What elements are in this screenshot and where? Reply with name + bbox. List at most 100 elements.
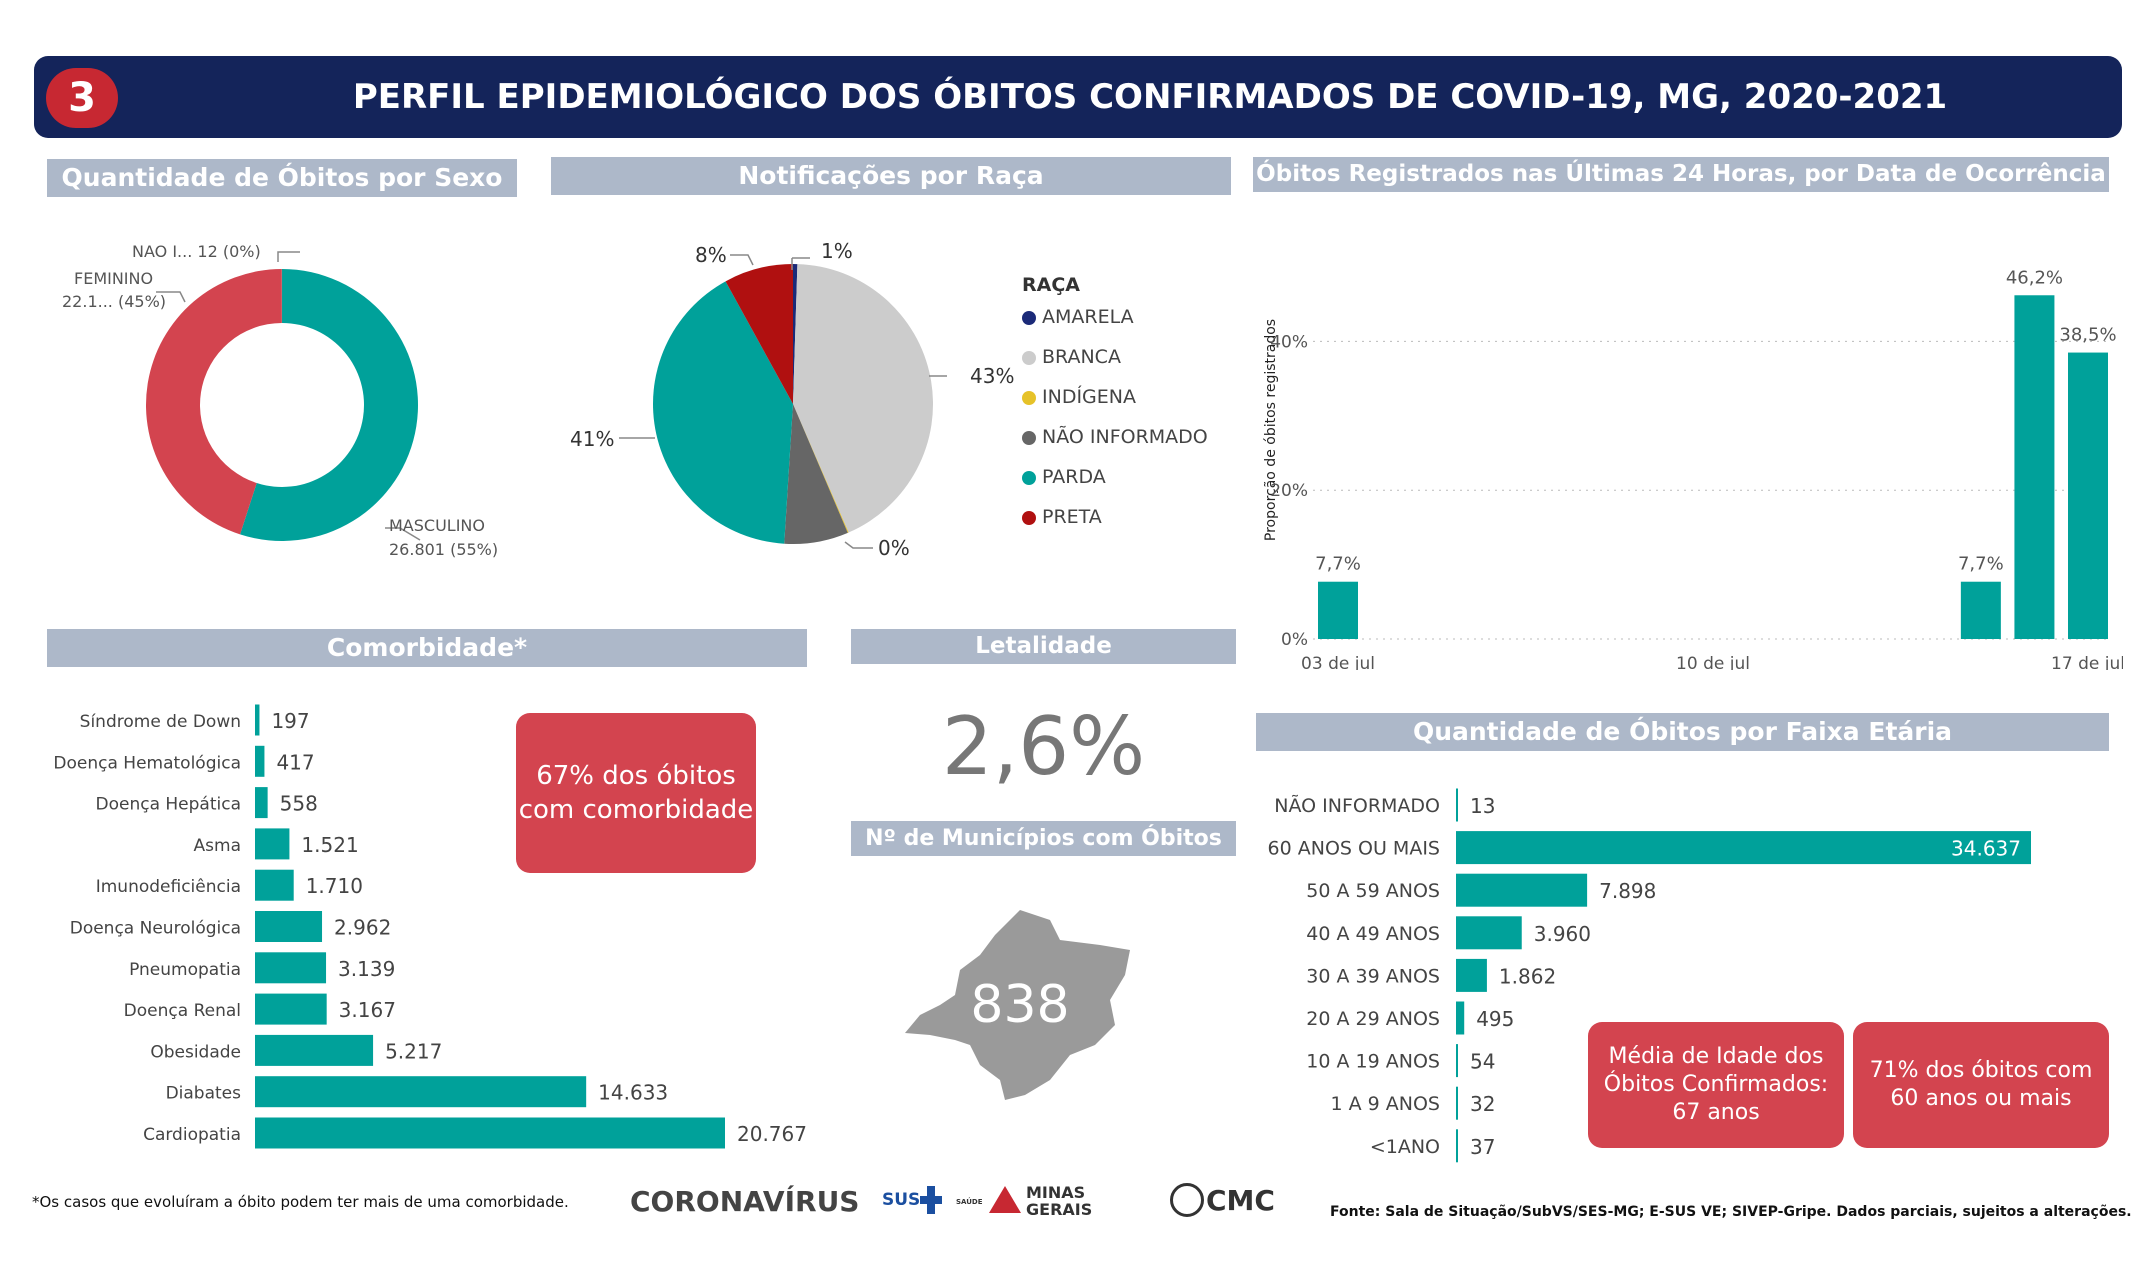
legend-item-raca: INDÍGENA — [1022, 386, 1208, 426]
legend-swatch — [1022, 310, 1036, 325]
bar-value-label: 2.962 — [334, 916, 391, 940]
bar — [1318, 581, 1358, 639]
category-label: Cardiopatia — [143, 1125, 241, 1145]
legend-label: BRANCA — [1042, 346, 1121, 368]
category-label: Doença Renal — [124, 1001, 241, 1021]
donut-slice-feminino — [145, 269, 282, 535]
legend-label: PRETA — [1042, 506, 1102, 528]
bar-value-label: 7.898 — [1599, 879, 1656, 903]
bar-value-label: 46,2% — [2006, 267, 2063, 288]
pie-slice-1 — [793, 264, 934, 533]
bar — [255, 828, 290, 860]
bar-value-label: 54 — [1470, 1050, 1495, 1074]
category-label: Síndrome de Down — [80, 712, 241, 732]
section-title-comorbidade: Comorbidade* — [47, 629, 807, 667]
bar — [255, 787, 268, 819]
section-title-municipios: Nº de Municípios com Óbitos — [851, 821, 1236, 856]
bar-value-label: 3.960 — [1534, 922, 1591, 946]
pie-label-indigena: 0% — [878, 536, 910, 560]
bar — [255, 1076, 587, 1108]
category-label: 20 A 29 ANOS — [1306, 1008, 1440, 1030]
category-label: NÃO INFORMADO — [1274, 794, 1440, 817]
bar-value-label: 20.767 — [737, 1122, 807, 1146]
footnote: *Os casos que evoluíram a óbito podem te… — [32, 1193, 569, 1211]
pie-label-preta: 8% — [695, 243, 727, 267]
source-note: Fonte: Sala de Situação/SubVS/SES-MG; E-… — [1330, 1204, 2132, 1220]
category-label: Asma — [194, 836, 241, 856]
page-title: PERFIL EPIDEMIOLÓGICO DOS ÓBITOS CONFIRM… — [352, 77, 1948, 117]
legend-item-raca: BRANCA — [1022, 346, 1208, 386]
bar-value-label: 3.139 — [338, 957, 395, 981]
bar — [2014, 295, 2055, 639]
category-label: Doença Neurológica — [70, 919, 241, 939]
pie-slice-3 — [784, 404, 848, 544]
bar-value-label: 14.633 — [598, 1081, 668, 1105]
legend-title-raca: RAÇA — [1022, 274, 1080, 296]
bar-value-label: 13 — [1470, 794, 1495, 818]
logo-sus: SUS — [882, 1190, 921, 1210]
bar-value-label: 1.710 — [306, 874, 363, 898]
label-feminino-value: 22.1... (45%) — [62, 292, 166, 311]
legend-swatch — [1022, 470, 1036, 485]
label-feminino-name: FEMININO — [74, 269, 153, 288]
bar-value-label: 3.167 — [339, 998, 396, 1022]
category-label: Doença Hematológica — [53, 753, 241, 773]
chart-sexo: NAO I... 12 (0%) FEMININO 22.1... (45%) … — [62, 242, 498, 559]
bar-value-label: 32 — [1470, 1092, 1495, 1116]
minas-gerais-map-icon — [905, 910, 1130, 1100]
bar — [255, 911, 323, 942]
sus-cross-icon — [920, 1186, 942, 1214]
bar-value-label: 1.862 — [1499, 964, 1556, 988]
bar — [1456, 788, 1458, 822]
pie-slice-4 — [653, 281, 793, 544]
bar — [1456, 873, 1588, 907]
bar — [1960, 581, 2001, 639]
section-title-letalidade: Letalidade — [851, 629, 1236, 664]
legend-label: NÃO INFORMADO — [1042, 426, 1208, 448]
chart-faixa-etaria: NÃO INFORMADO 13 60 ANOS OU MAIS 34.637 50 A… — [1268, 788, 2031, 1163]
bar — [1456, 1001, 1465, 1035]
chart-ultimas24: Proporção de óbitos registrados 0% 20% 40%… — [1263, 267, 2123, 670]
pie-slice-2 — [793, 404, 849, 533]
pie-slice-5 — [725, 264, 793, 404]
legend-item-raca: PARDA — [1022, 466, 1208, 506]
logo-coronavirus-text: CORONAVÍRUS — [630, 1185, 860, 1218]
bar-value-label: 417 — [276, 750, 314, 774]
leader-line-preta — [730, 254, 754, 266]
legend-item-raca: PRETA — [1022, 506, 1208, 546]
section-title-ultimas24: Óbitos Registrados nas Últimas 24 Horas,… — [1253, 157, 2109, 192]
bar — [2068, 352, 2108, 639]
category-label: Imunodeficiência — [96, 877, 241, 897]
category-label: Pneumopatia — [129, 960, 241, 980]
bar — [1456, 1044, 1458, 1078]
bar — [255, 869, 294, 901]
label-masculino-name: MASCULINO — [389, 516, 485, 535]
bar — [1456, 831, 2031, 865]
bar-value-label: 34.637 — [1951, 837, 2021, 861]
legend-swatch — [1022, 350, 1036, 365]
logo-saude: SAÚDE — [956, 1198, 983, 1206]
chart-comorbidade: Síndrome de Down 197 Doença Hematológica 41… — [53, 704, 807, 1149]
bar-value-label: 1.521 — [301, 833, 358, 857]
pie-label-parda: 41% — [570, 427, 614, 451]
donut-slice-masculino — [240, 269, 418, 541]
chart-raca: 1% 8% 43% 41% 0% — [570, 239, 1014, 560]
leader-line-masculino — [385, 527, 421, 541]
bar — [255, 952, 327, 984]
y-tick-label: 40% — [1270, 332, 1308, 352]
bar-value-label: 7,7% — [1958, 554, 2004, 575]
pie-label-branca: 43% — [970, 364, 1014, 388]
bar-value-label: 495 — [1476, 1007, 1514, 1031]
category-label: Diabates — [166, 1084, 242, 1104]
legend-label: PARDA — [1042, 466, 1106, 488]
callout-60-mais: 71% dos óbitos com 60 anos ou mais — [1853, 1022, 2109, 1148]
legend-swatch — [1022, 430, 1036, 445]
bar — [255, 1117, 725, 1149]
x-tick-label: 10 de jul — [1676, 654, 1750, 670]
bar — [255, 1034, 374, 1066]
logo-minas-gerais: MINAS GERAIS — [1026, 1183, 1093, 1219]
category-label: 10 A 19 ANOS — [1306, 1051, 1440, 1073]
legend-item-raca: NÃO INFORMADO — [1022, 426, 1208, 466]
bar — [1456, 1129, 1458, 1163]
callout-media-idade: Média de Idade dos Óbitos Confirmados: 6… — [1588, 1022, 1844, 1148]
